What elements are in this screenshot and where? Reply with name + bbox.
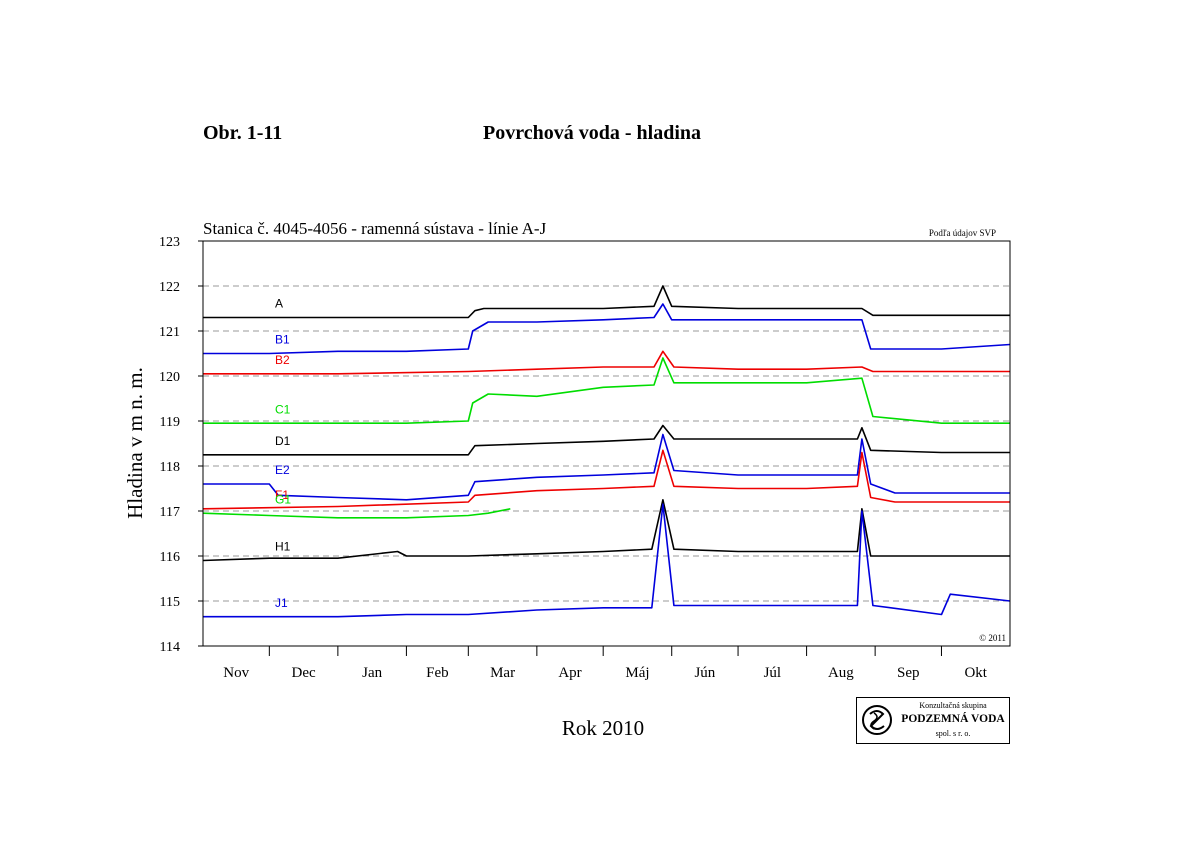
series-label-g1: G1 xyxy=(275,492,291,506)
x-tick-label: Júl xyxy=(764,665,782,681)
x-tick-label: Dec xyxy=(292,665,316,681)
y-axis-label: Hladina v m n. m. xyxy=(123,367,147,519)
series-label-h1: H1 xyxy=(275,540,291,554)
plot-frame xyxy=(202,240,1011,647)
x-axis-label: Rok 2010 xyxy=(562,716,644,740)
series-label-b1: B1 xyxy=(275,333,290,347)
series-line-e2 xyxy=(203,433,1010,501)
series-label-b2: B2 xyxy=(275,353,290,367)
logo-line-1: Konzultačná skupina xyxy=(919,701,987,710)
logo-mark-icon xyxy=(862,705,892,735)
series-line-d1 xyxy=(203,424,1010,456)
y-tick-label: 114 xyxy=(160,640,180,655)
logo-line-2: PODZEMNÁ VODA xyxy=(901,713,1005,725)
series-label-f1: F1 xyxy=(275,488,289,502)
figure-title: Povrchová voda - hladina xyxy=(483,122,701,144)
x-tick-label: Mar xyxy=(490,665,515,681)
x-tick-label: Nov xyxy=(223,665,249,681)
y-tick-label: 120 xyxy=(159,370,180,385)
y-tick-label: 122 xyxy=(159,280,180,295)
x-tick-label: Aug xyxy=(828,665,854,681)
series-label-e2: E2 xyxy=(275,463,290,477)
y-tick-label: 118 xyxy=(160,460,180,475)
x-tick-label: Máj xyxy=(625,665,649,681)
y-tick-label: 121 xyxy=(159,325,180,340)
series-label-c1: C1 xyxy=(275,402,291,416)
figure-label: Obr. 1-11 xyxy=(203,122,283,144)
series-lines xyxy=(202,285,1011,618)
x-tick-label: Sep xyxy=(897,665,920,681)
series-label-j1: J1 xyxy=(275,596,288,610)
logo-line-3: spol. s r. o. xyxy=(935,729,971,738)
y-tick-label: 119 xyxy=(160,415,180,430)
y-axis: 114 115 116 117 118 119 120 121 122 123 xyxy=(159,235,203,655)
series-line-j1 xyxy=(203,503,1011,618)
series-line-g1 xyxy=(202,508,511,519)
series-line-h1 xyxy=(202,499,1010,562)
y-tick-label: 116 xyxy=(160,550,180,565)
y-tick-label: 123 xyxy=(159,235,180,250)
series-label-a: A xyxy=(275,297,283,311)
y-tick-label: 117 xyxy=(160,505,180,520)
series-line-b2 xyxy=(203,350,1010,375)
x-tick-label: Apr xyxy=(558,665,581,681)
series-line-a xyxy=(203,285,1010,319)
x-tick-label: Jan xyxy=(362,665,382,681)
series-line-c1 xyxy=(203,357,1010,424)
source-note: Podľa údajov SVP xyxy=(929,228,996,238)
x-tick-label: Feb xyxy=(426,665,449,681)
series-line-f1 xyxy=(202,449,1010,510)
grid xyxy=(203,285,1010,602)
company-logo: Konzultačná skupina PODZEMNÁ VODA spol. … xyxy=(856,697,1010,744)
series-line-b1 xyxy=(203,303,1011,355)
x-tick-label: Okt xyxy=(964,665,987,681)
x-axis: Nov Dec Jan Feb Mar Apr Máj Jún Júl Aug Sep Okt xyxy=(223,646,988,681)
x-tick-label: Jún xyxy=(694,665,715,681)
copyright: © 2011 xyxy=(979,633,1006,643)
y-tick-label: 115 xyxy=(160,595,180,610)
chart-title: Stanica č. 4045-4056 - ramenná sústava -… xyxy=(203,219,547,238)
series-label-d1: D1 xyxy=(275,434,291,448)
